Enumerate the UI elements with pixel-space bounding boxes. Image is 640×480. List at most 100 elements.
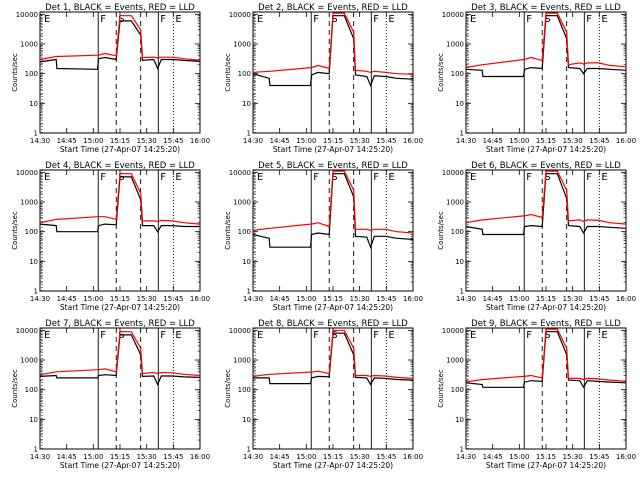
x-tick-label: 15:00 xyxy=(83,295,103,303)
event-marker-label: F xyxy=(100,172,106,183)
x-tick-label: 16:00 xyxy=(616,453,636,461)
x-tick-label: 15:45 xyxy=(163,137,183,145)
plot-frame xyxy=(465,11,627,134)
y-tick-label: 1000 xyxy=(20,199,38,207)
series-events-line xyxy=(465,331,627,389)
x-tick-label: 14:30 xyxy=(243,295,263,303)
series-lld-line xyxy=(39,173,201,225)
x-tick-label: 15:45 xyxy=(376,137,396,145)
x-tick-label: 14:30 xyxy=(243,137,263,145)
x-tick-label: 15:30 xyxy=(137,137,157,145)
plot-frame xyxy=(39,169,201,292)
y-tick-label: 1000 xyxy=(233,41,251,49)
event-marker-label: F xyxy=(160,172,166,183)
x-axis-label: Start Time (27-Apr-07 14:25:20) xyxy=(273,145,393,154)
y-tick-label: 10000 xyxy=(442,327,464,335)
x-tick-label: 15:30 xyxy=(563,453,583,461)
x-axis-label: Start Time (27-Apr-07 14:25:20) xyxy=(273,303,393,312)
x-tick-label: 14:30 xyxy=(30,453,50,461)
x-tick-label: 14:45 xyxy=(270,453,290,461)
x-tick-label: 15:00 xyxy=(296,137,316,145)
x-tick-label: 15:30 xyxy=(350,137,370,145)
y-axis-label: Counts/sec xyxy=(437,211,445,250)
event-marker-label: E xyxy=(44,14,50,25)
event-marker-label: E xyxy=(470,172,476,183)
event-marker-label: F xyxy=(373,330,379,341)
y-tick-label: 100 xyxy=(238,70,251,78)
event-marker-label: E xyxy=(601,14,607,25)
detector-panel-6: Det 6, BLACK = Events, RED = LLD 1 10 100 10… xyxy=(437,161,636,312)
event-marker-label: E xyxy=(175,14,181,25)
y-tick-label: 1000 xyxy=(446,199,464,207)
x-tick-label: 15:15 xyxy=(536,453,556,461)
y-axis-label: Counts/sec xyxy=(11,53,19,92)
event-marker-label: F xyxy=(586,172,592,183)
detector-panel-5: Det 5, BLACK = Events, RED = LLD 1 10 100 10… xyxy=(224,161,423,312)
detector-panel-9: Det 9, BLACK = Events, RED = LLD 1 10 100 10… xyxy=(437,319,636,470)
series-events-line xyxy=(465,173,627,236)
y-tick-label: 1 xyxy=(460,130,464,138)
y-tick-label: 10 xyxy=(242,100,251,108)
event-marker-label: F xyxy=(526,14,532,25)
y-axis-label: Counts/sec xyxy=(437,53,445,92)
x-tick-label: 15:15 xyxy=(536,137,556,145)
x-tick-label: 16:00 xyxy=(403,137,423,145)
x-axis-label: Start Time (27-Apr-07 14:25:20) xyxy=(60,461,180,470)
x-tick-label: 14:30 xyxy=(456,295,476,303)
x-tick-label: 14:45 xyxy=(57,453,77,461)
event-marker-label: F xyxy=(373,14,379,25)
x-axis-label: Start Time (27-Apr-07 14:25:20) xyxy=(60,303,180,312)
event-marker-label: F xyxy=(526,330,532,341)
y-tick-label: 100 xyxy=(451,228,464,236)
x-axis-label: Start Time (27-Apr-07 14:25:20) xyxy=(486,461,606,470)
x-tick-label: 15:00 xyxy=(509,453,529,461)
y-tick-label: 100 xyxy=(25,386,38,394)
event-marker-label: E xyxy=(175,172,181,183)
x-tick-label: 15:45 xyxy=(163,295,183,303)
x-tick-label: 15:45 xyxy=(589,137,609,145)
x-tick-label: 16:00 xyxy=(403,453,423,461)
x-axis-label: Start Time (27-Apr-07 14:25:20) xyxy=(273,461,393,470)
x-tick-label: 14:45 xyxy=(57,137,77,145)
y-axis-label: Counts/sec xyxy=(224,211,232,250)
y-tick-label: 100 xyxy=(25,70,38,78)
x-tick-label: 15:30 xyxy=(137,453,157,461)
detector-panel-8: Det 8, BLACK = Events, RED = LLD 1 10 100 10… xyxy=(224,319,423,470)
y-tick-label: 10000 xyxy=(229,11,251,19)
x-tick-label: 15:30 xyxy=(350,453,370,461)
x-tick-label: 16:00 xyxy=(190,453,210,461)
x-tick-label: 14:45 xyxy=(270,137,290,145)
y-tick-label: 100 xyxy=(451,70,464,78)
y-tick-label: 100 xyxy=(238,386,251,394)
event-marker-label: F xyxy=(100,330,106,341)
y-tick-label: 1 xyxy=(247,288,251,296)
panel-title: Det 7, BLACK = Events, RED = LLD xyxy=(45,319,195,329)
y-tick-label: 10 xyxy=(455,416,464,424)
detector-panel-1: Det 1, BLACK = Events, RED = LLD 1 10 100 10… xyxy=(11,3,210,154)
x-tick-label: 16:00 xyxy=(190,137,210,145)
series-events-line xyxy=(252,15,414,88)
y-tick-label: 1 xyxy=(34,446,38,454)
y-tick-label: 10 xyxy=(29,258,38,266)
series-events-line xyxy=(252,173,414,249)
y-tick-label: 1 xyxy=(460,288,464,296)
panel-title: Det 8, BLACK = Events, RED = LLD xyxy=(258,319,408,329)
x-tick-label: 15:30 xyxy=(350,295,370,303)
series-events-line xyxy=(39,334,201,386)
y-tick-label: 1000 xyxy=(446,357,464,365)
event-marker-label: E xyxy=(470,330,476,341)
y-tick-label: 1 xyxy=(247,130,251,138)
event-marker-label: E xyxy=(601,330,607,341)
event-marker-label: F xyxy=(313,172,319,183)
y-tick-label: 1000 xyxy=(20,357,38,365)
y-tick-label: 10000 xyxy=(229,327,251,335)
y-axis-label: Counts/sec xyxy=(224,53,232,92)
event-marker-label: E xyxy=(601,172,607,183)
plot-frame xyxy=(39,11,201,134)
x-tick-label: 14:30 xyxy=(30,137,50,145)
event-marker-label: S xyxy=(118,14,124,25)
y-tick-label: 10000 xyxy=(442,169,464,177)
series-lld-line xyxy=(39,331,201,377)
x-tick-label: 16:00 xyxy=(190,295,210,303)
